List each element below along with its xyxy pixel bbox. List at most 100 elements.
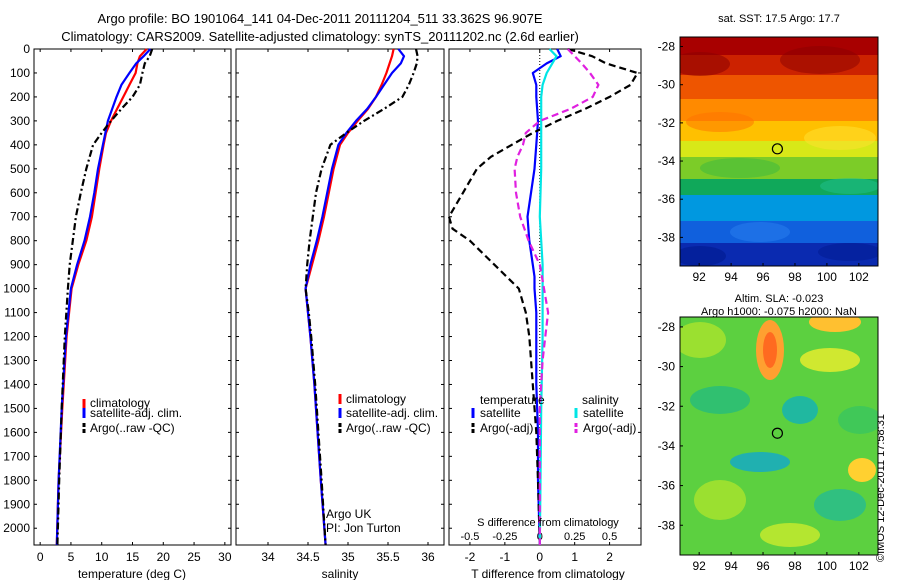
depth-tick-label-400: 400 — [10, 138, 30, 152]
diff-x-tick-label--1: -1 — [500, 550, 511, 564]
map1-lon-tick-label-92: 92 — [692, 270, 706, 284]
diff-legend-t-satellite: satellite — [480, 406, 521, 420]
map2-lon-tick-label-98: 98 — [788, 559, 802, 573]
sst-map-panel: 92 94 96 98 100 102 -28 -30 -32 -34 -36 -38 — [658, 36, 879, 284]
temp-legend-argo: Argo(..raw -QC) — [90, 421, 175, 435]
figure-title-line1: Argo profile: BO 1901064_141 04-Dec-2011… — [97, 11, 543, 26]
depth-tick-label-1300: 1300 — [3, 353, 30, 367]
temp-series-1 — [55, 48, 152, 546]
diff-legend-s-satellite: satellite — [583, 406, 624, 420]
temp-x-tick-label-5: 5 — [68, 550, 75, 564]
temp-x-tick-label-20: 20 — [157, 550, 171, 564]
temp-x-tick-label-10: 10 — [95, 550, 109, 564]
salinity-x-axis-label: salinity — [322, 567, 359, 580]
diff-legend-s-argo: Argo(-adj) — [583, 421, 636, 435]
sla-map-title-line2: Argo h1000: -0.075 h2000: NaN — [701, 306, 857, 318]
map2-lon-tick-label-102: 102 — [849, 559, 869, 573]
temp-legend-satellite: satellite-adj. clim. — [90, 406, 182, 420]
depth-tick-label-2000: 2000 — [3, 521, 30, 535]
map1-lon-tick-label-98: 98 — [788, 270, 802, 284]
depth-tick-label-1500: 1500 — [3, 401, 30, 415]
map1-lon-tick-label-102: 102 — [849, 270, 869, 284]
depth-tick-label-1400: 1400 — [3, 377, 30, 391]
diff-series-2 — [538, 48, 558, 546]
map2-lat-tick-label--38: -38 — [658, 518, 676, 532]
map1-lat-tick-label--32: -32 — [658, 116, 676, 130]
depth-tick-label-1800: 1800 — [3, 473, 30, 487]
map2-lat-tick-label--36: -36 — [658, 479, 676, 493]
diff-legend-temperature-title: temperature — [480, 393, 545, 407]
diff-series-0 — [526, 48, 562, 546]
sal-legend-climatology: climatology — [346, 392, 406, 406]
salinity-plot-frame — [235, 48, 445, 546]
depth-tick-label-600: 600 — [10, 186, 30, 200]
depth-tick-label-100: 100 — [10, 66, 30, 80]
diff-legend-t-argo: Argo(-adj) — [480, 421, 533, 435]
depth-tick-label-1000: 1000 — [3, 282, 30, 296]
diff-x-tick-label-0: 0 — [536, 550, 543, 564]
diff-legend-salinity-title: salinity — [582, 393, 619, 407]
salinity-legend: climatology satellite-adj. clim. Argo(..… — [338, 392, 438, 435]
diff-s-tick-label-0.5: 0.5 — [602, 531, 617, 543]
temp-legend-climatology: climatology — [90, 396, 150, 410]
map2-lon-tick-label-96: 96 — [756, 559, 770, 573]
map2-lat-tick-label--28: -28 — [658, 320, 676, 334]
depth-tick-label-900: 900 — [10, 258, 30, 272]
sst-map-title: sat. SST: 17.5 Argo: 17.7 — [718, 13, 840, 25]
map2-lat-tick-label--34: -34 — [658, 439, 676, 453]
sal-series-2 — [304, 48, 419, 546]
depth-tick-label-0: 0 — [23, 42, 30, 56]
sst-argo-location-marker — [771, 143, 784, 155]
map1-lat-tick-label--38: -38 — [658, 230, 676, 244]
sst-heatmap — [680, 37, 878, 266]
depth-tick-label-1600: 1600 — [3, 425, 30, 439]
map2-lat-tick-label--32: -32 — [658, 399, 676, 413]
depth-tick-label-200: 200 — [10, 90, 30, 104]
argo-uk-annotation: Argo UK — [326, 507, 371, 521]
sla-map-title-line1: Altim. SLA: -0.023 — [734, 293, 824, 305]
sal-x-tick-label-35.5: 35.5 — [376, 550, 400, 564]
map2-lat-tick-label--30: -30 — [658, 360, 676, 374]
sal-x-tick-label-35: 35 — [341, 550, 355, 564]
temp-x-tick-label-25: 25 — [187, 550, 201, 564]
map1-lat-tick-label--30: -30 — [658, 78, 676, 92]
map2-lon-tick-label-92: 92 — [692, 559, 706, 573]
temperature-x-axis-label: temperature (deg C) — [78, 567, 186, 580]
depth-tick-label-1100: 1100 — [4, 306, 30, 320]
figure-title-line2: Climatology: CARS2009. Satellite-adjuste… — [61, 29, 579, 44]
sal-x-tick-label-34.5: 34.5 — [296, 550, 320, 564]
sla-map-panel: 92 94 96 98 100 102 -28 -30 -32 -34 -36 -38 — [658, 316, 879, 573]
depth-tick-label-1900: 1900 — [3, 497, 30, 511]
map1-lon-tick-label-96: 96 — [756, 270, 770, 284]
sla-heatmap — [680, 317, 878, 555]
pi-annotation: PI: Jon Turton — [326, 521, 401, 535]
map1-lon-tick-label-100: 100 — [817, 270, 837, 284]
depth-tick-label-800: 800 — [10, 234, 30, 248]
map1-lat-tick-label--34: -34 — [658, 154, 676, 168]
diff-x-tick-label-1: 1 — [571, 550, 578, 564]
diff-x-tick-label--2: -2 — [465, 550, 476, 564]
depth-tick-label-700: 700 — [10, 210, 30, 224]
temp-series-2 — [56, 48, 154, 546]
s-difference-axis-label: S difference from climatology — [477, 517, 619, 529]
sla-argo-location-marker — [771, 427, 784, 439]
diff-series-1 — [447, 47, 639, 546]
diff-s-tick-label--0.25: -0.25 — [492, 531, 517, 543]
map1-lon-tick-label-94: 94 — [724, 270, 738, 284]
temperature-profile-panel: 0100200300400500600700800900100011001200… — [3, 42, 232, 580]
diff-s-tick-label--0.5: -0.5 — [460, 531, 479, 543]
difference-profile-panel: -2 -1 0 1 2 -0.5 -0.25 0 0.25 0.5 T difference f… — [447, 47, 642, 580]
temp-x-tick-label-15: 15 — [126, 550, 140, 564]
temperature-plot-frame — [33, 48, 232, 546]
difference-legend: temperature satellite Argo(-adj) salinit… — [471, 393, 636, 435]
sst-map-frame — [679, 36, 879, 267]
map2-lon-tick-label-100: 100 — [817, 559, 837, 573]
map1-lat-tick-label--36: -36 — [658, 192, 676, 206]
depth-tick-label-500: 500 — [10, 162, 30, 176]
sal-x-tick-label-34: 34 — [261, 550, 275, 564]
sla-map-frame — [679, 316, 879, 556]
temp-x-tick-label-0: 0 — [37, 550, 44, 564]
diff-series-3 — [513, 48, 600, 545]
depth-tick-label-1700: 1700 — [3, 449, 30, 463]
depth-tick-label-1200: 1200 — [3, 330, 30, 344]
